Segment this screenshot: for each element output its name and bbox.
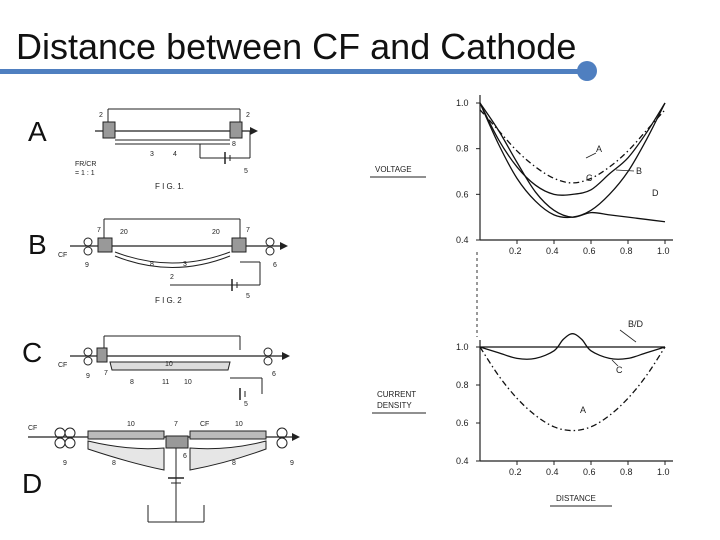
page-title: Distance between CF and Cathode [16,26,577,67]
fig4-part-10a: 10 [127,421,135,428]
panel-letter-d: D [22,468,43,499]
fig2-part-20a: 20 [120,229,128,236]
current-axis-label-line2: DENSITY [377,401,412,410]
fig4-part-9b: 9 [290,460,294,467]
series-line-a [479,109,666,184]
y-tick-label: 0.4 [456,235,469,245]
y-tick-label: 1.0 [456,98,469,108]
series-line-c [479,102,666,219]
series-label: A [580,405,586,415]
series-line-d [479,102,666,223]
fig4-part-8b: 8 [232,460,236,467]
title-underline [0,69,588,74]
fig1-part-8: 8 [232,141,236,148]
fig3-diagram [70,335,290,400]
fig3-part-10a: 10 [165,361,173,368]
series-label: D [652,188,659,198]
x-tick-label: 0.2 [509,246,522,256]
fig2-diagram [70,218,288,291]
current-density-chart: 1.0 0.8 0.6 0.4 0.2 0.4 0.6 0.8 1.0 B/D C A [456,319,673,477]
fig2-cf: CF [58,252,67,259]
series-line-b [479,102,666,196]
series-label: B [636,166,642,176]
fig2-caption: F I G. 2 [155,296,182,305]
fig3-part-6: 6 [272,371,276,378]
y-tick-label: 0.8 [456,144,469,154]
x-tick-label: 0.8 [620,246,633,256]
fig2-part-9: 9 [85,262,89,269]
fig2-part-5: 5 [246,293,250,300]
panel-letter-c: C [22,337,43,368]
x-tick-label: 0.4 [546,467,559,477]
fig3-cf: CF [58,362,67,369]
voltage-chart: 1.0 0.8 0.6 0.4 0.2 0.4 0.6 0.8 1.0 A B C D [456,95,673,256]
x-tick-label: 0.6 [583,246,596,256]
series-line-a [479,346,666,432]
y-tick-label: 1.0 [456,342,469,352]
fig3-part-8: 8 [130,379,134,386]
series-label: C [586,173,593,183]
fig1-part-4: 4 [173,151,177,158]
fig2-part-7a: 7 [97,227,101,234]
series-label-leader [615,169,635,172]
series-line-c [479,333,666,360]
fig2-part-2: 2 [170,274,174,281]
distance-axis-label: DISTANCE [556,494,596,503]
series-label: A [596,144,602,154]
series-label-leader [585,152,597,159]
fig1-part-3: 3 [150,151,154,158]
x-tick-label: 0.8 [620,467,633,477]
fig1-part-2a: 2 [99,112,103,119]
x-tick-label: 1.0 [657,467,670,477]
fig2-part-7b: 7 [246,227,250,234]
fig3-part-10b: 10 [184,379,192,386]
fig4-part-8a: 8 [112,460,116,467]
fig1-fr-cr: FR/CR [75,161,96,168]
fig3-part-7: 7 [104,370,108,377]
series-label: B/D [628,319,644,329]
fig2-part-20b: 20 [212,229,220,236]
series-label-leader [611,359,619,367]
series-label-leader [619,329,637,343]
fig2-part-3: 3 [183,261,187,268]
fig2-part-8: 8 [150,261,154,268]
series-label: C [616,365,623,375]
x-tick-label: 0.2 [509,467,522,477]
fig4-diagram [28,427,300,523]
fig2-part-6: 6 [273,262,277,269]
title-underline-dot [577,61,597,81]
fig4-part-10b: 10 [235,421,243,428]
fig1-caption: F I G. 1. [155,182,184,191]
fig3-part-5: 5 [244,401,248,408]
x-tick-label: 1.0 [657,246,670,256]
y-tick-label: 0.4 [456,456,469,466]
fig3-part-11: 11 [162,379,169,386]
fig1-ratio: = 1 : 1 [75,170,95,177]
fig4-cf: CF [28,425,37,432]
y-tick-label: 0.8 [456,380,469,390]
y-tick-label: 0.6 [456,189,469,199]
voltage-axis-label: VOLTAGE [375,165,412,174]
fig4-part-cf: CF [200,421,209,428]
current-axis-label-line1: CURRENT [377,390,416,399]
x-tick-label: 0.6 [583,467,596,477]
fig3-part-9a: 9 [86,373,90,380]
fig4-part-6: 6 [183,453,187,460]
panel-letter-a: A [28,116,47,147]
fig4-part-7: 7 [174,421,178,428]
x-tick-label: 0.4 [546,246,559,256]
fig1-part-2b: 2 [246,112,250,119]
y-tick-label: 0.6 [456,418,469,428]
fig1-diagram [95,108,258,164]
fig1-part-5: 5 [244,168,248,175]
panel-letter-b: B [28,229,47,260]
fig4-part-9a: 9 [63,460,67,467]
